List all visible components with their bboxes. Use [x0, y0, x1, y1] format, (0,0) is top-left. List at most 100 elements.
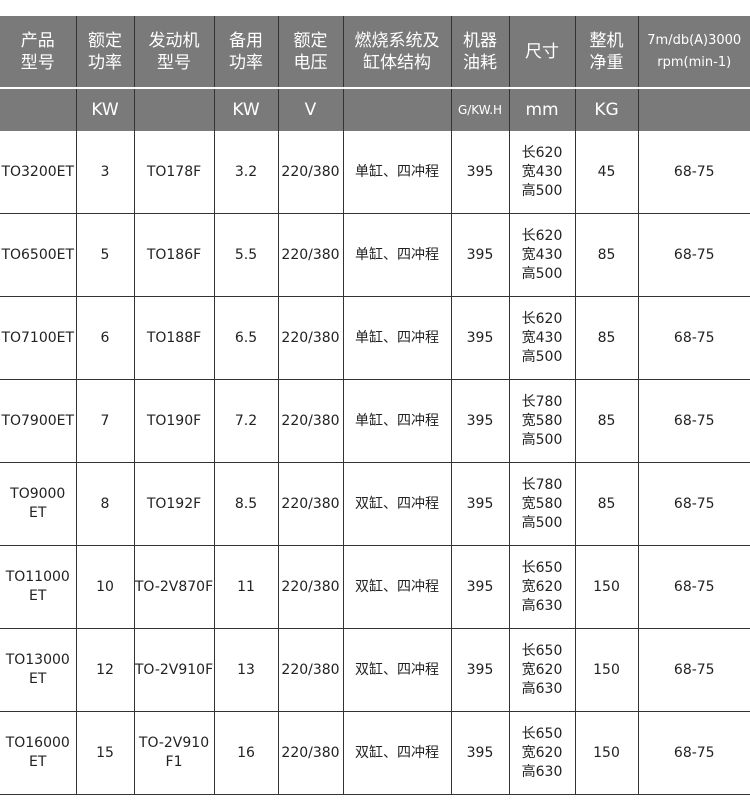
- table-cell: 长650 宽620 高630: [508, 628, 575, 712]
- table-cell: 68-75: [637, 296, 750, 380]
- table-cell: TO16000 ET: [0, 711, 76, 795]
- table-cell: 68-75: [637, 379, 750, 463]
- table-cell: 长780 宽580 高500: [508, 379, 575, 463]
- table-cell: 150: [574, 545, 638, 629]
- column-unit: mm: [508, 88, 575, 131]
- table-cell: 12: [75, 628, 134, 712]
- table-cell: 双缸、四冲程: [342, 462, 451, 546]
- table-cell: 68-75: [637, 462, 750, 546]
- column-unit: [133, 88, 214, 131]
- table-cell: TO188F: [133, 296, 214, 380]
- table-cell: TO-2V870F: [133, 545, 214, 629]
- table-body: TO3200ET 3 TO178F 3.2 220/380 单缸、四冲程 395 长620 宽…: [0, 131, 750, 795]
- table-cell: 3: [75, 131, 134, 214]
- table-cell: TO178F: [133, 131, 214, 214]
- table-cell: 45: [574, 131, 638, 214]
- column-unit: [637, 88, 750, 131]
- table-cell: 220/380: [277, 628, 343, 712]
- table-row: TO7900ET 7 TO190F 7.2 220/380 单缸、四冲程 395 长780 宽…: [0, 379, 750, 463]
- table-cell: 395: [450, 296, 509, 380]
- table-cell: TO-2V910F: [133, 628, 214, 712]
- table-cell: 长620 宽430 高500: [508, 296, 575, 380]
- table-cell: 395: [450, 711, 509, 795]
- table-row: TO13000 ET 12 TO-2V910F 13 220/380 双缸、四冲程 395 长…: [0, 628, 750, 712]
- column-unit: KW: [75, 88, 134, 131]
- table-cell: 395: [450, 213, 509, 297]
- spec-table: 产品 型号 额定 功率 发动机 型号 备用 功率 额定 电压 燃烧系统及 缸体结构 机器 油…: [0, 16, 750, 795]
- table-cell: TO11000 ET: [0, 545, 76, 629]
- table-cell: 长650 宽620 高630: [508, 711, 575, 795]
- column-unit: KW: [213, 88, 278, 131]
- table-cell: TO9000 ET: [0, 462, 76, 546]
- column-unit: [0, 88, 76, 131]
- table-cell: 220/380: [277, 213, 343, 297]
- table-cell: 85: [574, 296, 638, 380]
- table-cell: 68-75: [637, 628, 750, 712]
- column-header: 燃烧系统及 缸体结构: [342, 16, 451, 89]
- table-cell: 长620 宽430 高500: [508, 213, 575, 297]
- table-cell: 7: [75, 379, 134, 463]
- column-header: 产品 型号: [0, 16, 76, 89]
- column-header: 发动机 型号: [133, 16, 214, 89]
- table-cell: 220/380: [277, 296, 343, 380]
- table-cell: 单缸、四冲程: [342, 296, 451, 380]
- table-cell: 长620 宽430 高500: [508, 131, 575, 214]
- table-cell: 5: [75, 213, 134, 297]
- table-cell: TO190F: [133, 379, 214, 463]
- column-header: 额定 功率: [75, 16, 134, 89]
- table-cell: 85: [574, 379, 638, 463]
- table-cell: 13: [213, 628, 278, 712]
- table-cell: 68-75: [637, 711, 750, 795]
- table-cell: TO186F: [133, 213, 214, 297]
- table-cell: TO3200ET: [0, 131, 76, 214]
- table-cell: 220/380: [277, 462, 343, 546]
- table-cell: TO-2V910 F1: [133, 711, 214, 795]
- table-row: TO16000 ET 15 TO-2V910 F1 16 220/380 双缸、四冲程 39…: [0, 711, 750, 795]
- column-unit: G/KW.H: [450, 88, 509, 131]
- table-cell: 双缸、四冲程: [342, 711, 451, 795]
- table-cell: TO192F: [133, 462, 214, 546]
- table-cell: 395: [450, 131, 509, 214]
- column-unit: V: [277, 88, 343, 131]
- table-cell: 395: [450, 545, 509, 629]
- column-header: 额定 电压: [277, 16, 343, 89]
- table-row: TO11000 ET 10 TO-2V870F 11 220/380 双缸、四冲程 395 长…: [0, 545, 750, 629]
- column-unit: KG: [574, 88, 638, 131]
- table-cell: 6: [75, 296, 134, 380]
- table-cell: 220/380: [277, 545, 343, 629]
- table-cell: TO7900ET: [0, 379, 76, 463]
- table-cell: 220/380: [277, 379, 343, 463]
- table-cell: 220/380: [277, 711, 343, 795]
- table-cell: TO7100ET: [0, 296, 76, 380]
- column-header: 整机 净重: [574, 16, 638, 89]
- table-cell: 85: [574, 213, 638, 297]
- table-cell: 68-75: [637, 131, 750, 214]
- table-cell: 双缸、四冲程: [342, 628, 451, 712]
- table-cell: 7.2: [213, 379, 278, 463]
- table-cell: 16: [213, 711, 278, 795]
- table-cell: 长780 宽580 高500: [508, 462, 575, 546]
- table-cell: 68-75: [637, 213, 750, 297]
- table-cell: 单缸、四冲程: [342, 131, 451, 214]
- table-row: TO9000 ET 8 TO192F 8.5 220/380 双缸、四冲程 395 长780 …: [0, 462, 750, 546]
- table-cell: 85: [574, 462, 638, 546]
- column-header: 尺寸: [508, 16, 575, 89]
- table-cell: 150: [574, 628, 638, 712]
- column-header: 备用 功率: [213, 16, 278, 89]
- table-cell: 395: [450, 379, 509, 463]
- table-cell: 6.5: [213, 296, 278, 380]
- table-cell: 10: [75, 545, 134, 629]
- table-cell: 单缸、四冲程: [342, 213, 451, 297]
- table-cell: 8: [75, 462, 134, 546]
- table-cell: 395: [450, 462, 509, 546]
- table-cell: TO6500ET: [0, 213, 76, 297]
- table-cell: TO13000 ET: [0, 628, 76, 712]
- table-cell: 5.5: [213, 213, 278, 297]
- table-row: TO6500ET 5 TO186F 5.5 220/380 单缸、四冲程 395 长620 宽…: [0, 213, 750, 297]
- table-cell: 220/380: [277, 131, 343, 214]
- table-cell: 150: [574, 711, 638, 795]
- table-row: TO3200ET 3 TO178F 3.2 220/380 单缸、四冲程 395 长620 宽…: [0, 131, 750, 214]
- table-row: TO7100ET 6 TO188F 6.5 220/380 单缸、四冲程 395 长620 宽…: [0, 296, 750, 380]
- header-row-units: KW KW V G/KW.H mm KG: [0, 88, 750, 131]
- table-cell: 8.5: [213, 462, 278, 546]
